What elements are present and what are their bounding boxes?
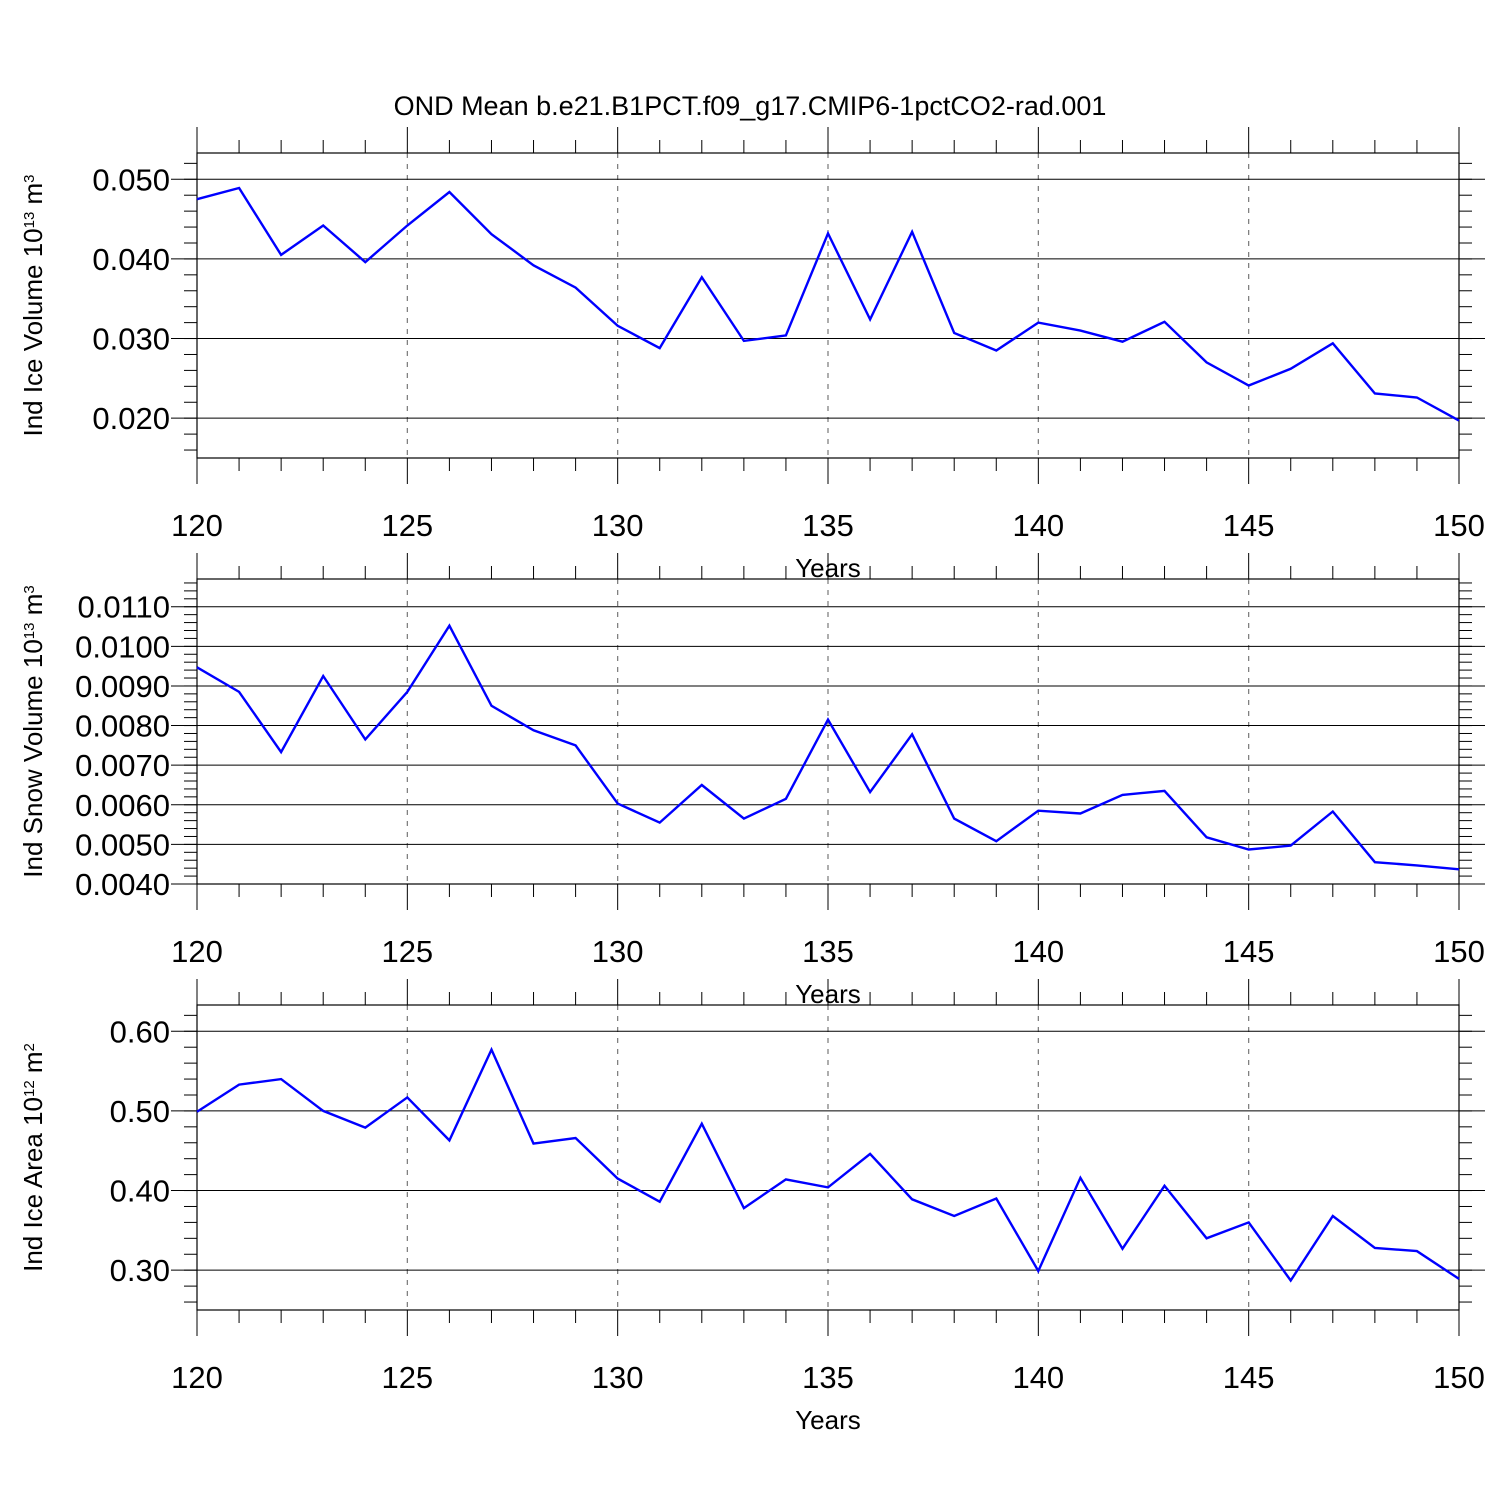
y-axis-title: Ind Ice Volume 1013 m3	[18, 174, 48, 436]
x-axis-title: Years	[795, 1405, 861, 1435]
chart-title: OND Mean b.e21.B1PCT.f09_g17.CMIP6-1pctC…	[394, 91, 1107, 121]
x-tick-label: 140	[1012, 934, 1064, 969]
y-tick-label: 0.040	[92, 242, 170, 277]
series-line	[196, 1046, 1460, 1283]
y-tick-label: 0.0090	[75, 669, 170, 704]
y-tick-label: 0.30	[110, 1253, 170, 1288]
x-tick-label: 145	[1223, 1360, 1275, 1395]
y-tick-label: 0.60	[110, 1014, 170, 1049]
chart-panel: 0.0040 0.0050 0.0060 0.0070 0.0080 0.0090 0.01…	[18, 553, 1485, 1009]
chart-panel: 0.020 0.030 0.040 0.050 120 125 130 135 140 145 15…	[18, 127, 1485, 583]
y-tick-label: 0.0100	[75, 629, 170, 664]
y-axis-title: Ind Ice Area 1012 m2	[18, 1043, 48, 1272]
y-tick-label: 0.0040	[75, 867, 170, 902]
y-tick-label: 0.0050	[75, 827, 170, 862]
chart-panels: 0.020 0.030 0.040 0.050 120 125 130 135 140 145 15…	[18, 127, 1485, 1435]
x-tick-label: 125	[381, 934, 433, 969]
y-tick-label: 0.020	[92, 401, 170, 436]
x-tick-label: 135	[802, 508, 854, 543]
y-tick-label: 0.40	[110, 1174, 170, 1209]
x-tick-label: 135	[802, 1360, 854, 1395]
x-tick-label: 150	[1433, 508, 1485, 543]
y-tick-label: 0.030	[92, 322, 170, 357]
x-tick-label: 140	[1012, 508, 1064, 543]
y-tick-label: 0.0110	[77, 590, 170, 625]
y-tick-label: 0.0060	[75, 788, 170, 823]
x-tick-label: 145	[1223, 508, 1275, 543]
x-tick-label: 120	[171, 1360, 223, 1395]
x-tick-label: 120	[171, 508, 223, 543]
x-tick-label: 140	[1012, 1360, 1064, 1395]
y-tick-label: 0.50	[110, 1094, 170, 1129]
y-tick-label: 0.0070	[75, 748, 170, 783]
x-tick-label: 150	[1433, 934, 1485, 969]
y-axis-title: Ind Snow Volume 1013 m3	[18, 585, 48, 877]
x-tick-label: 120	[171, 934, 223, 969]
x-tick-label: 130	[592, 1360, 644, 1395]
x-tick-label: 150	[1433, 1360, 1485, 1395]
x-tick-label: 145	[1223, 934, 1275, 969]
x-tick-label: 125	[381, 508, 433, 543]
y-tick-label: 0.0080	[75, 709, 170, 744]
series-line	[196, 623, 1460, 871]
y-tick-label: 0.050	[92, 162, 170, 197]
x-tick-label: 125	[381, 1360, 433, 1395]
chart-panel: 0.30 0.40 0.50 0.60 120 125 130 135 140 145 150 Yea…	[18, 979, 1485, 1435]
x-tick-label: 135	[802, 934, 854, 969]
x-tick-label: 130	[592, 508, 644, 543]
x-tick-label: 130	[592, 934, 644, 969]
series-line	[196, 186, 1460, 422]
